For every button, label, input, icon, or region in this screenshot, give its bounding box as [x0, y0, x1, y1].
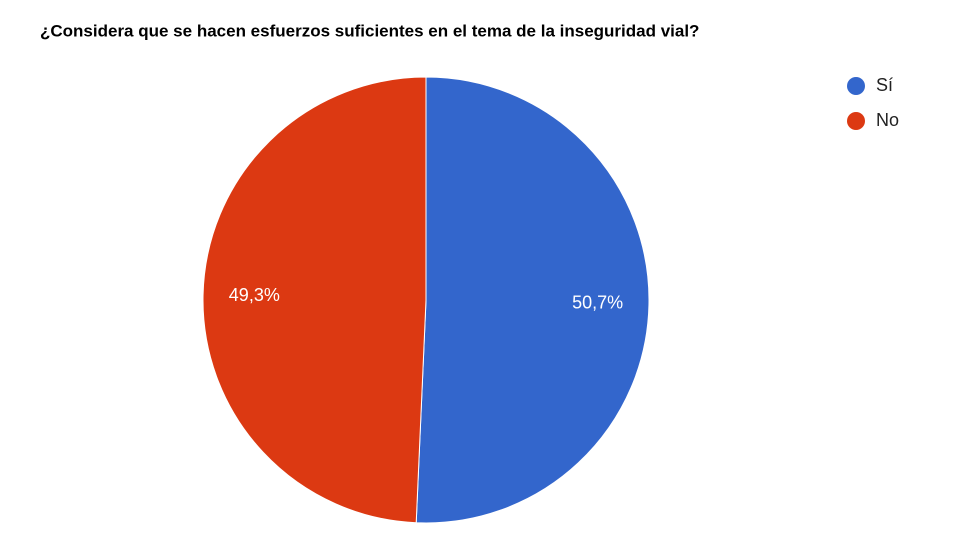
- legend-label: No: [876, 110, 899, 130]
- slice-label: 49,3%: [229, 285, 280, 305]
- chart-title: ¿Considera que se hacen esfuerzos sufici…: [40, 21, 699, 40]
- pie-slice: [202, 76, 427, 524]
- pie-slice: [415, 76, 650, 524]
- slice-label: 50,7%: [572, 293, 623, 313]
- legend-marker: [847, 77, 865, 95]
- legend-marker: [847, 112, 865, 130]
- legend-label: Sí: [876, 75, 893, 95]
